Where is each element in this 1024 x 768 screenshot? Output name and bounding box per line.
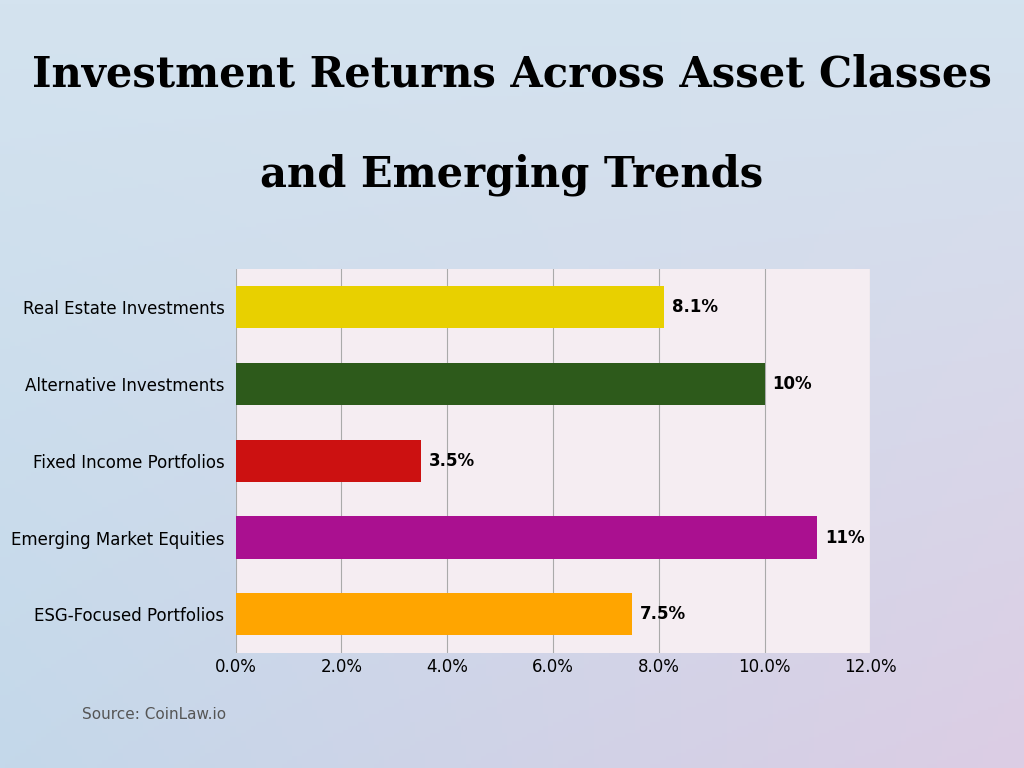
Text: 7.5%: 7.5% [640,605,686,624]
Text: and Emerging Trends: and Emerging Trends [260,154,764,196]
Text: Source: CoinLaw.io: Source: CoinLaw.io [82,707,226,722]
Bar [236,440,421,482]
Bar [236,593,633,635]
Text: 3.5%: 3.5% [429,452,475,470]
Bar [236,516,817,558]
Text: 8.1%: 8.1% [672,298,718,316]
Text: 10%: 10% [772,375,812,393]
Bar [236,286,664,329]
Text: 11%: 11% [825,528,865,547]
Bar [236,363,765,406]
Text: Investment Returns Across Asset Classes: Investment Returns Across Asset Classes [32,54,992,96]
